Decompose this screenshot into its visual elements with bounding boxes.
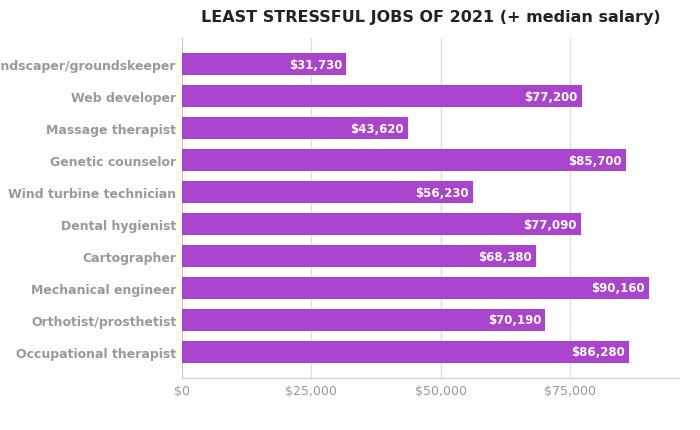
Text: $70,190: $70,190 (488, 314, 541, 327)
Text: $43,620: $43,620 (350, 122, 404, 135)
Bar (182, 214, 581, 235)
Text: $86,280: $86,280 (570, 346, 624, 359)
Bar (182, 118, 408, 140)
Bar (182, 86, 582, 108)
Text: $68,380: $68,380 (478, 250, 532, 263)
Title: LEAST STRESSFUL JOBS OF 2021 (+ median salary): LEAST STRESSFUL JOBS OF 2021 (+ median s… (201, 10, 660, 25)
Text: $31,730: $31,730 (289, 58, 342, 71)
Bar (182, 341, 629, 363)
Text: $90,160: $90,160 (591, 282, 645, 295)
Text: $77,200: $77,200 (524, 90, 577, 103)
Bar (182, 277, 649, 299)
Bar (182, 182, 473, 203)
Text: $85,700: $85,700 (568, 154, 622, 167)
Bar (182, 150, 626, 172)
Bar (182, 309, 545, 331)
Bar (182, 246, 536, 267)
Text: $56,230: $56,230 (415, 186, 469, 199)
Text: $77,090: $77,090 (524, 218, 577, 231)
Bar (182, 54, 346, 76)
